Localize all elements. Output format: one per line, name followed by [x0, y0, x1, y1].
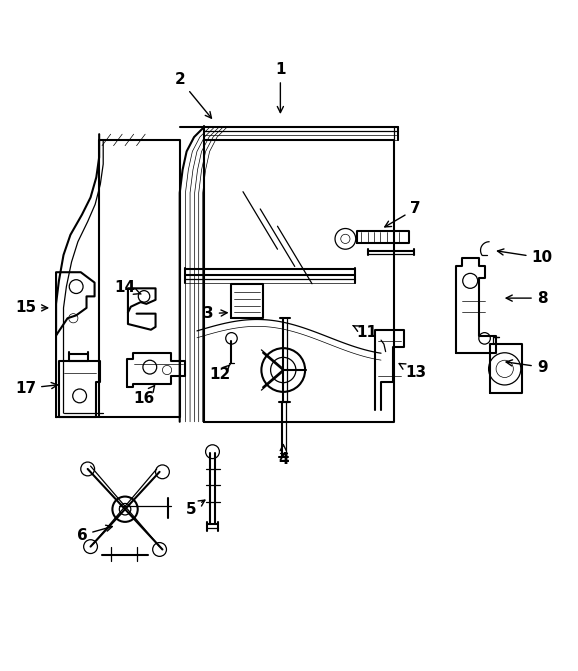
Text: 12: 12 — [209, 364, 231, 382]
Text: 10: 10 — [498, 249, 553, 265]
Text: 6: 6 — [76, 525, 112, 543]
Text: 17: 17 — [15, 381, 57, 396]
Text: 13: 13 — [399, 364, 426, 380]
Text: 2: 2 — [175, 72, 212, 118]
Text: 8: 8 — [506, 291, 547, 305]
Text: 15: 15 — [15, 301, 47, 315]
Text: 11: 11 — [353, 325, 377, 340]
Text: 3: 3 — [203, 306, 227, 321]
Text: 14: 14 — [114, 280, 141, 295]
Text: 16: 16 — [134, 386, 155, 406]
Text: 1: 1 — [275, 62, 286, 113]
Text: 7: 7 — [385, 201, 421, 227]
Text: 9: 9 — [506, 360, 547, 374]
Text: 4: 4 — [278, 444, 288, 466]
Text: 5: 5 — [186, 500, 205, 517]
